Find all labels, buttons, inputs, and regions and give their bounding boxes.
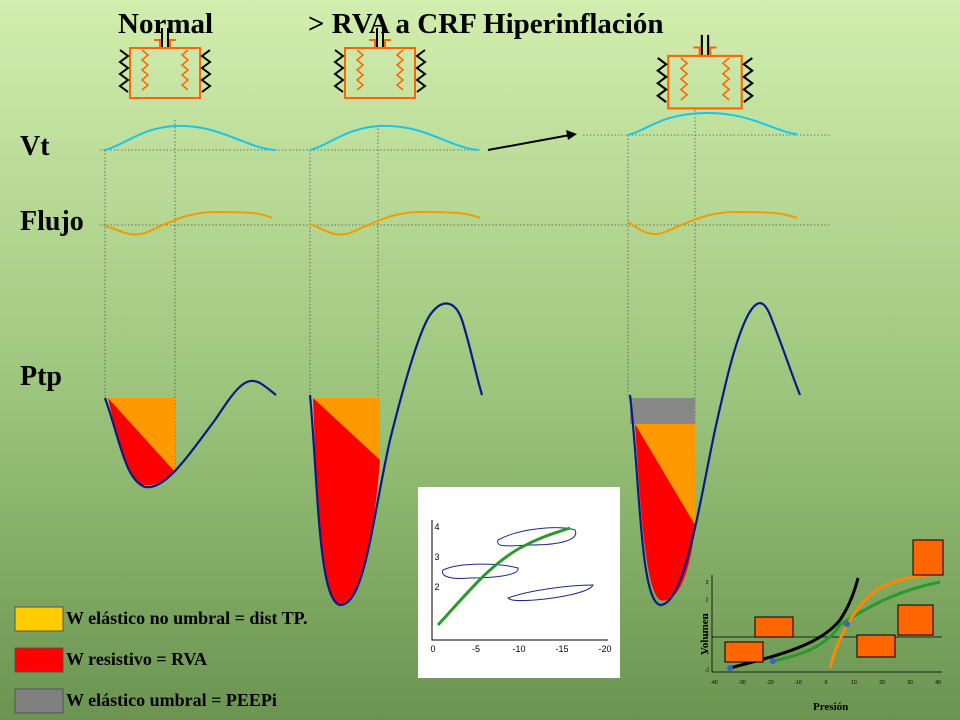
tick-label: 2 (434, 582, 439, 592)
legend-swatch (14, 647, 64, 673)
tick-label: 0 (706, 633, 709, 639)
tick-label: 10 (851, 680, 857, 686)
ptp-panel-2 (308, 302, 484, 607)
tick-label: 0 (430, 644, 435, 654)
ptp-panel-3 (628, 302, 802, 607)
row-label: Ptp (20, 361, 62, 392)
tick-label: 3 (434, 552, 439, 562)
legend-swatch (14, 606, 64, 632)
tick-label: 3 (706, 580, 709, 586)
inset-left: 4 3 2 0 -5 -10 -15 -20 (418, 487, 620, 678)
tick-label: -5 (472, 644, 480, 654)
arrow (487, 134, 571, 151)
legend-label: W elástico no umbral = dist TP. (66, 608, 307, 628)
axis-label: Volumen (699, 613, 711, 655)
guides (100, 110, 830, 472)
tick-label: 2 (706, 598, 709, 604)
tick-label: 30 (907, 680, 913, 686)
tick-label: -15 (555, 644, 568, 654)
ptp-panel-1 (103, 379, 277, 489)
legend-swatch (14, 688, 64, 714)
tick-label: 40 (935, 680, 941, 686)
tick-label: -2 (705, 668, 710, 674)
flow-curves (104, 210, 798, 236)
row-label: Vt (20, 131, 50, 162)
tick-label: -10 (794, 680, 801, 686)
tick-label: 1 (706, 615, 709, 621)
arrow-head (566, 130, 577, 140)
tick-label: -30 (738, 680, 745, 686)
tick-label: 20 (879, 680, 885, 686)
title: Normal (118, 8, 213, 40)
tick-label: -20 (766, 680, 773, 686)
tick-label: 0 (825, 680, 828, 686)
tick-label: -40 (710, 680, 717, 686)
tick-label: -1 (705, 650, 710, 656)
tick-label: 4 (434, 522, 439, 532)
vt-curves (104, 111, 798, 151)
legend-label: W elástico umbral = PEEPi (66, 690, 277, 710)
axis-label: Presión (813, 701, 848, 713)
row-label: Flujo (20, 206, 84, 237)
tick-label: -10 (512, 644, 525, 654)
tick-label: -20 (598, 644, 611, 654)
legend: W elástico no umbral = dist TP. W resist… (14, 606, 307, 714)
title: > RVA a CRF Hiperinflación (308, 8, 663, 40)
legend-label: W resistivo = RVA (66, 649, 207, 669)
